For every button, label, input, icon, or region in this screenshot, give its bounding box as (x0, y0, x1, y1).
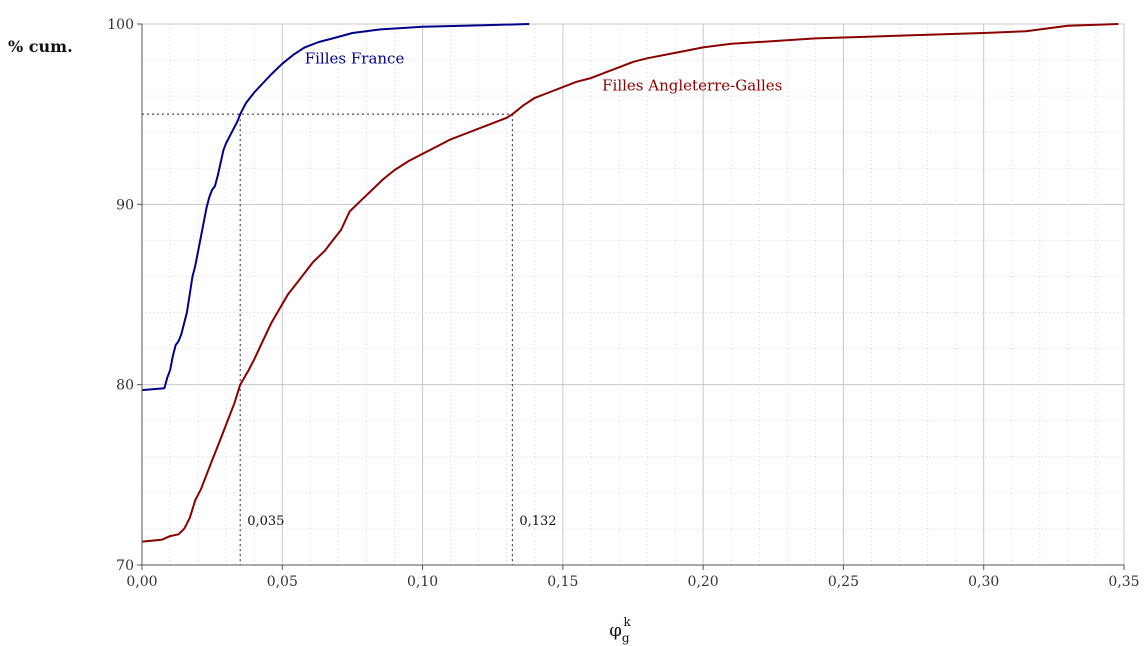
axes: 0,00 0,05 0,10 0,15 0,20 0,25 0,30 0,35 70 80 90 10… (107, 17, 1139, 590)
series-label-filles-angleterre-galles: Filles Angleterre-Galles (602, 77, 782, 95)
y-axis-label: % cum. (8, 37, 73, 56)
x-tick-label: 0,00 (126, 574, 157, 590)
x-tick-label: 0,10 (407, 574, 438, 590)
x-tick-label: 0,05 (267, 574, 298, 590)
annotation-label: 0,035 (247, 514, 284, 529)
y-tick-label: 90 (116, 197, 134, 213)
annotation-label: 0,132 (519, 514, 556, 529)
x-axis-label-superscript: k (624, 615, 632, 629)
x-tick-label: 0,25 (828, 574, 859, 590)
x-tick-label: 0,15 (547, 574, 578, 590)
reference-lines (142, 113, 513, 565)
minor-grid (142, 24, 1124, 565)
y-tick-label: 100 (107, 17, 134, 33)
series-label-filles-france: Filles France (305, 50, 405, 68)
x-axis-label: φgk (609, 615, 631, 645)
x-axis-label-main: φ (609, 620, 622, 641)
series-line-filles-france (141, 23, 530, 392)
series-line-filles-angleterre-galles (141, 23, 1119, 543)
x-axis-label-subscript: g (622, 631, 630, 645)
y-tick-label: 80 (116, 378, 134, 394)
x-tick-label: 0,20 (688, 574, 719, 590)
x-tick-label: 0,35 (1108, 574, 1139, 590)
series-layer (141, 23, 1119, 543)
labels-layer: 0,035 0,132 Filles France Filles Angleterre… (247, 50, 782, 529)
y-tick-label: 70 (116, 558, 134, 574)
major-grid (141, 23, 1125, 566)
x-tick-label: 0,30 (968, 574, 999, 590)
